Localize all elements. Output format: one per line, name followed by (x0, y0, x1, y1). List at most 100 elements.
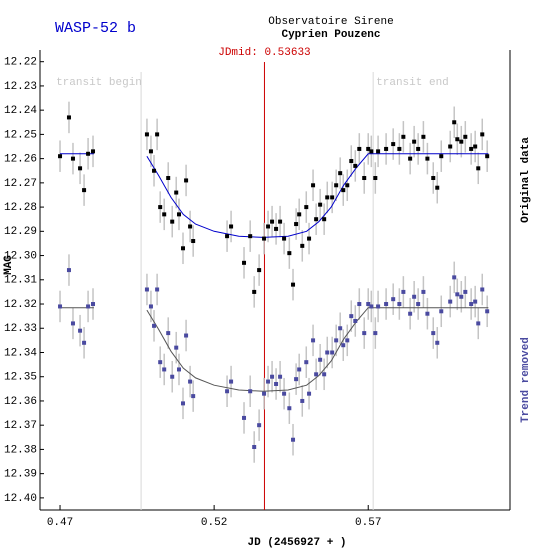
data-point (257, 423, 262, 428)
data-point (318, 357, 323, 362)
data-point (373, 331, 378, 336)
data-point (170, 374, 175, 379)
data-point (304, 360, 309, 365)
data-point (384, 146, 389, 151)
data-point (345, 183, 350, 188)
data-point (191, 394, 196, 399)
data-point (384, 302, 389, 307)
data-point (91, 302, 96, 307)
data-point (338, 326, 343, 331)
data-point (452, 120, 457, 125)
data-point (349, 314, 354, 319)
data-point (373, 176, 378, 181)
data-point (307, 391, 312, 396)
data-point (242, 260, 247, 265)
data-point (431, 176, 436, 181)
data-point (176, 367, 181, 372)
y-tick-label: 12.37 (4, 420, 37, 432)
data-point (300, 398, 305, 403)
data-point (252, 444, 257, 449)
data-point (452, 275, 457, 280)
data-point (252, 289, 257, 294)
data-point (266, 224, 271, 229)
data-point (78, 328, 83, 333)
data-point (397, 146, 402, 151)
data-point (311, 183, 316, 188)
data-point (416, 146, 421, 151)
data-point (174, 345, 179, 350)
data-point (225, 389, 230, 394)
y-tick-label: 12.29 (4, 226, 37, 238)
y-tick-label: 12.32 (4, 299, 37, 311)
data-point (362, 331, 367, 336)
data-point (439, 309, 444, 314)
data-point (463, 289, 468, 294)
data-point (248, 389, 253, 394)
data-point (435, 340, 440, 345)
y-tick-label: 12.26 (4, 154, 37, 166)
y-tick-label: 12.40 (4, 493, 37, 505)
data-point (314, 217, 319, 222)
data-point (369, 149, 374, 154)
data-point (338, 171, 343, 176)
data-point (300, 243, 305, 248)
y-tick-label: 12.22 (4, 57, 37, 69)
data-point (144, 132, 149, 137)
data-point (318, 202, 323, 207)
data-point (181, 246, 186, 251)
data-point (408, 311, 413, 316)
data-point (431, 331, 436, 336)
data-point (341, 188, 346, 193)
data-point (345, 338, 350, 343)
data-point (184, 333, 189, 338)
data-point (330, 350, 335, 355)
data-point (66, 268, 71, 273)
chart-title: WASP-52 b (55, 20, 136, 37)
data-point (294, 377, 299, 382)
data-point (435, 185, 440, 190)
data-point (158, 360, 163, 365)
data-point (282, 236, 287, 241)
data-point (311, 338, 316, 343)
data-point (170, 219, 175, 224)
series-label: Original data (520, 137, 532, 223)
observatory: Observatoire Sirene (268, 16, 393, 28)
data-point (278, 219, 283, 224)
data-point (152, 323, 157, 328)
data-point (144, 287, 149, 292)
x-axis-label: JD (2456927 + ) (247, 537, 346, 549)
data-point (70, 321, 75, 326)
data-point (480, 132, 485, 137)
x-tick-label: 0.47 (47, 517, 73, 529)
data-point (270, 374, 275, 379)
data-point (262, 391, 267, 396)
data-point (349, 159, 354, 164)
series-label: Trend removed (520, 337, 532, 423)
y-tick-label: 12.25 (4, 129, 37, 141)
data-point (334, 338, 339, 343)
data-point (257, 268, 262, 273)
data-point (274, 381, 279, 386)
data-point (314, 372, 319, 377)
reference-label: transit begin (56, 77, 142, 89)
data-point (455, 137, 460, 142)
data-point (278, 374, 283, 379)
y-tick-label: 12.35 (4, 372, 37, 384)
data-point (242, 415, 247, 420)
observer: Cyprien Pouzenc (281, 29, 380, 41)
data-point (421, 134, 426, 139)
x-tick-label: 0.57 (355, 517, 381, 529)
data-point (78, 166, 83, 171)
data-point (176, 212, 181, 217)
data-point (297, 367, 302, 372)
data-point (262, 236, 267, 241)
data-point (91, 149, 96, 154)
data-point (357, 146, 362, 151)
y-tick-label: 12.38 (4, 444, 37, 456)
data-point (397, 302, 402, 307)
data-point (229, 379, 234, 384)
data-point (148, 149, 153, 154)
data-point (459, 294, 464, 299)
data-point (322, 372, 327, 377)
